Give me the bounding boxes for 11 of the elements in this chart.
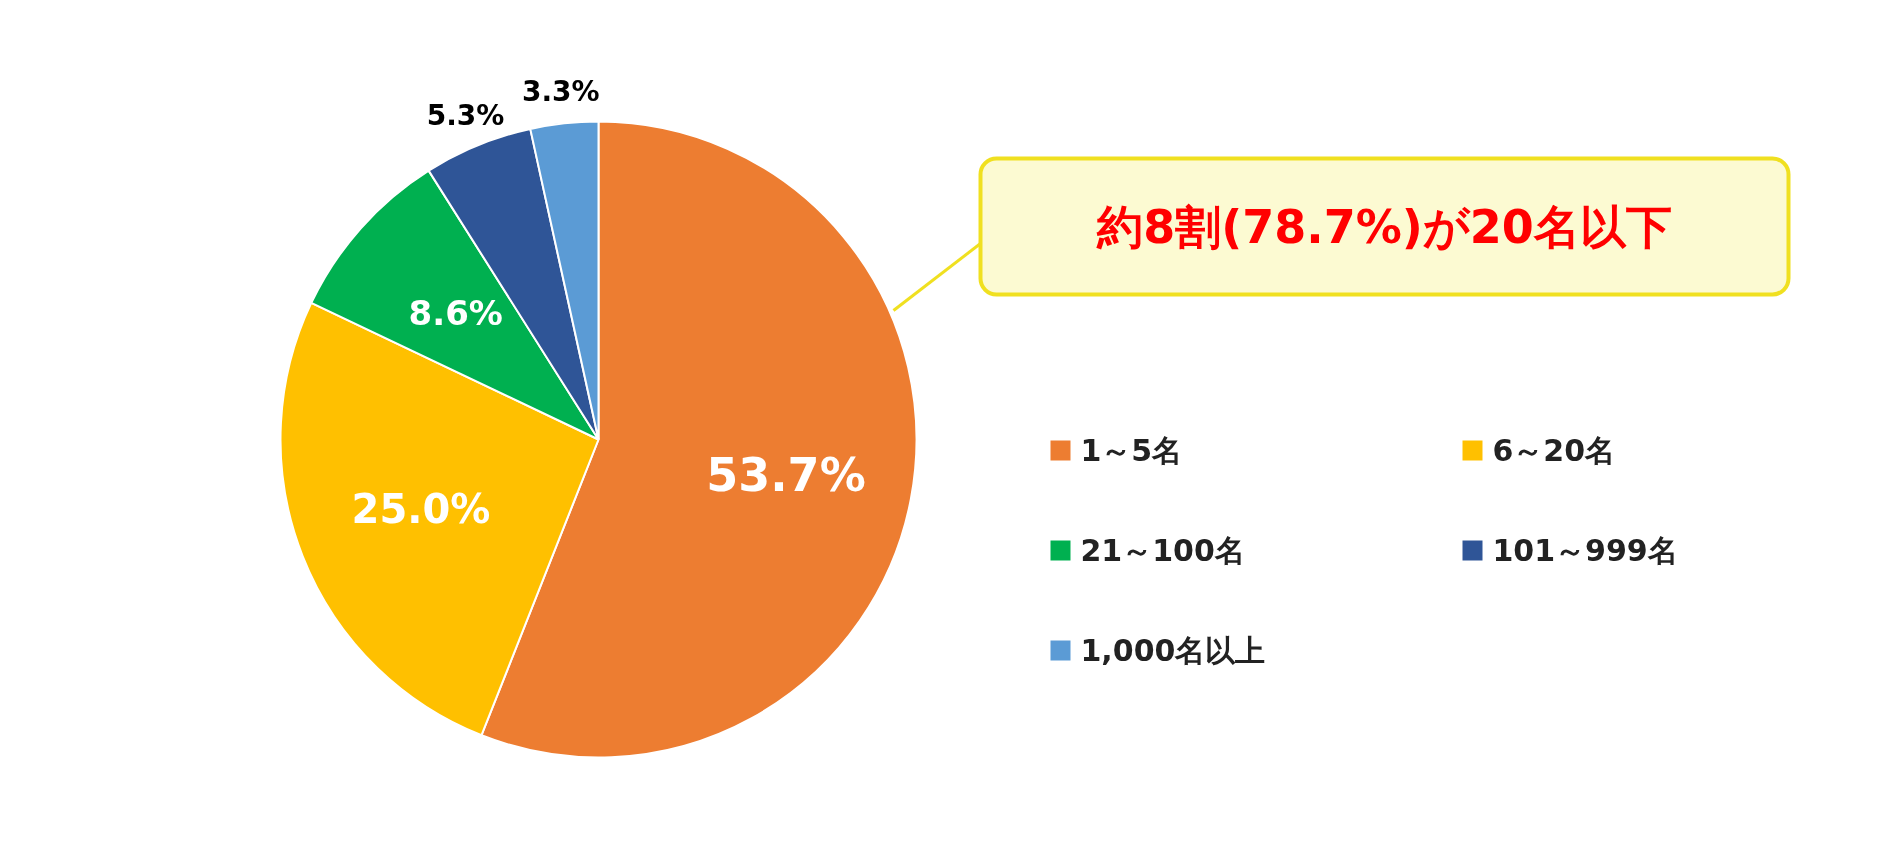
legend-label: 6～20名 [1492,433,1616,468]
legend-label: 1,000名以上 [1080,633,1266,668]
data-label: 5.3% [426,99,505,133]
data-label: 3.3% [521,75,600,109]
legend-label: 101～999名 [1492,533,1678,568]
text: 約8割(78.7%)が20名以下 [1096,199,1672,254]
legend-label: 21～100名 [1080,533,1245,568]
data-label: 25.0% [351,486,491,533]
legend-label: 1～5名 [1080,433,1183,468]
data-label: 8.6% [408,292,503,333]
data-label: 53.7% [706,448,866,503]
